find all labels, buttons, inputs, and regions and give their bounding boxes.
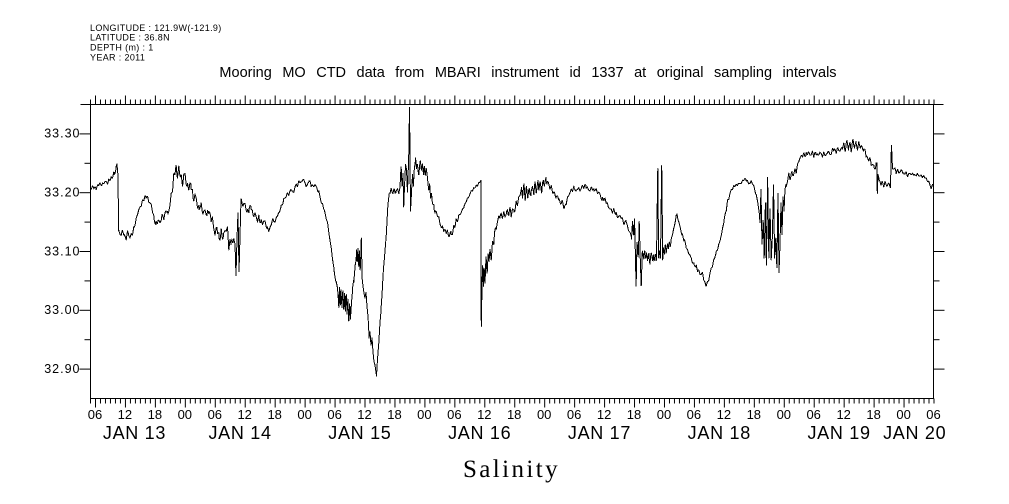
svg-text:00: 00: [657, 407, 671, 422]
svg-text:18: 18: [387, 407, 401, 422]
svg-text:JAN 17: JAN 17: [568, 423, 631, 443]
svg-text:YEAR : 2011: YEAR : 2011: [90, 53, 145, 63]
svg-text:LATITUDE : 36.8N: LATITUDE : 36.8N: [90, 33, 170, 43]
svg-text:Mooring MO CTD data from MBARI: Mooring MO CTD data from MBARI instrumen…: [219, 65, 836, 81]
svg-text:LONGITUDE : 121.9W(-121.9): LONGITUDE : 121.9W(-121.9): [90, 23, 222, 33]
svg-text:06: 06: [687, 407, 701, 422]
svg-text:33.10: 33.10: [44, 244, 80, 258]
svg-text:12: 12: [836, 407, 850, 422]
svg-text:06: 06: [88, 407, 102, 422]
svg-text:12: 12: [717, 407, 731, 422]
svg-text:33.20: 33.20: [44, 186, 80, 200]
svg-text:00: 00: [777, 407, 791, 422]
svg-text:12: 12: [118, 407, 132, 422]
svg-text:06: 06: [806, 407, 820, 422]
svg-text:JAN 13: JAN 13: [103, 423, 166, 443]
svg-text:JAN 15: JAN 15: [328, 423, 391, 443]
svg-text:00: 00: [297, 407, 311, 422]
svg-text:18: 18: [627, 407, 641, 422]
svg-text:00: 00: [896, 407, 910, 422]
svg-text:18: 18: [507, 407, 521, 422]
svg-text:18: 18: [267, 407, 281, 422]
svg-text:00: 00: [417, 407, 431, 422]
svg-text:18: 18: [866, 407, 880, 422]
svg-text:32.90: 32.90: [44, 362, 80, 376]
svg-text:JAN 14: JAN 14: [208, 423, 271, 443]
svg-text:33.30: 33.30: [44, 127, 80, 141]
svg-text:06: 06: [327, 407, 341, 422]
svg-text:18: 18: [747, 407, 761, 422]
svg-text:Salinity: Salinity: [463, 456, 560, 483]
svg-text:JAN 20: JAN 20: [883, 423, 946, 443]
svg-text:DEPTH (m) : 1: DEPTH (m) : 1: [90, 43, 154, 53]
svg-text:06: 06: [567, 407, 581, 422]
svg-text:00: 00: [537, 407, 551, 422]
svg-text:12: 12: [597, 407, 611, 422]
svg-text:JAN 18: JAN 18: [688, 423, 751, 443]
svg-text:18: 18: [148, 407, 162, 422]
svg-text:06: 06: [447, 407, 461, 422]
svg-text:JAN 19: JAN 19: [807, 423, 870, 443]
svg-text:00: 00: [178, 407, 192, 422]
svg-text:JAN 16: JAN 16: [448, 423, 511, 443]
svg-text:12: 12: [237, 407, 251, 422]
svg-text:06: 06: [926, 407, 940, 422]
svg-text:12: 12: [357, 407, 371, 422]
svg-text:33.00: 33.00: [44, 303, 80, 317]
svg-text:12: 12: [477, 407, 491, 422]
svg-text:06: 06: [208, 407, 222, 422]
